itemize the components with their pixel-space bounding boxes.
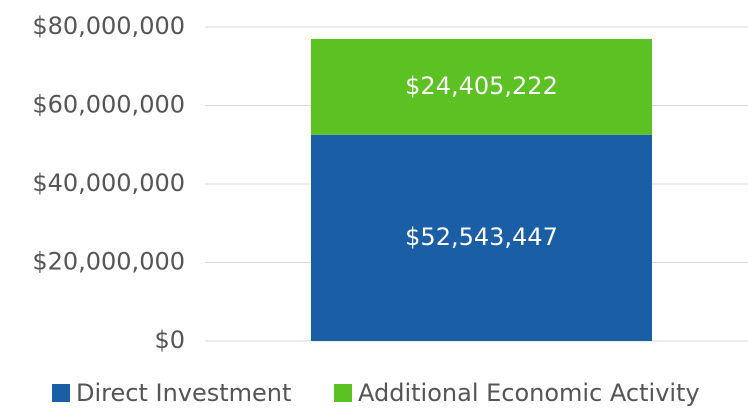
value-label: $52,543,447: [405, 223, 558, 251]
y-tick-label: $60,000,000: [32, 91, 185, 119]
legend-label: Additional Economic Activity: [358, 379, 700, 407]
y-tick-label: $40,000,000: [32, 169, 185, 197]
legend-swatch: [52, 384, 70, 402]
y-tick-label: $80,000,000: [32, 12, 185, 40]
bar-segment: [311, 38, 652, 135]
legend-label: Direct Investment: [76, 379, 291, 407]
y-tick-label: $20,000,000: [32, 248, 185, 276]
y-tick-label: $0: [154, 326, 185, 354]
legend-swatch: [334, 384, 352, 402]
bar-segment: [311, 134, 652, 341]
value-label: $24,405,222: [405, 72, 558, 100]
